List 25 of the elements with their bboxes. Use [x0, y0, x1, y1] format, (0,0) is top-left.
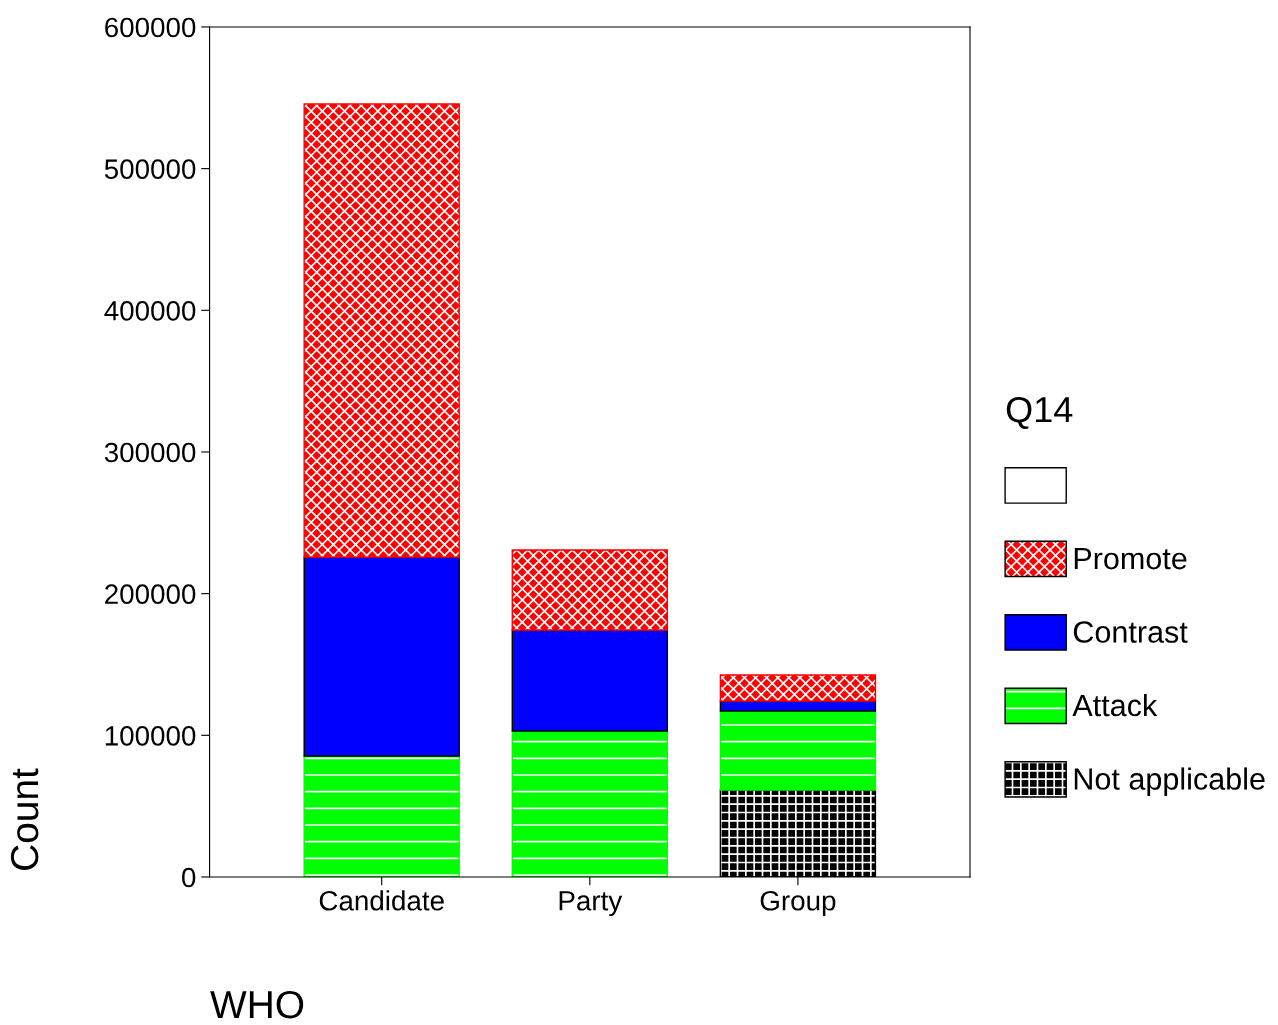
legend-label: Promote [1074, 548, 1187, 570]
y-tick-label: 300000 [104, 442, 196, 463]
y-axis-title: Count [10, 768, 39, 870]
bar [511, 730, 669, 877]
bar [719, 674, 877, 702]
bar [719, 710, 877, 791]
bar [303, 556, 460, 757]
legend-label: Not applicable [1074, 767, 1265, 796]
y-tick-label: 600000 [105, 17, 196, 38]
y-tick-label: 0 [182, 867, 196, 888]
y-tick-label: 100000 [105, 725, 196, 746]
y-tick-label: 200000 [105, 584, 196, 604]
legend-title: Q14 [1006, 396, 1073, 429]
legend-label: Contrast [1073, 621, 1188, 643]
y-tick-label: 400000 [104, 300, 196, 321]
x-tick-label: Candidate [319, 890, 444, 911]
bar [511, 549, 669, 631]
bar [303, 103, 460, 558]
x-tick-label: Group [760, 890, 836, 917]
bar [303, 755, 460, 877]
legend-label: Attack [1072, 693, 1158, 717]
y-tick-label: 500000 [104, 159, 196, 179]
bar [511, 629, 669, 732]
x-tick-label: Party [559, 891, 623, 917]
x-axis-title: WHO [210, 990, 304, 1019]
